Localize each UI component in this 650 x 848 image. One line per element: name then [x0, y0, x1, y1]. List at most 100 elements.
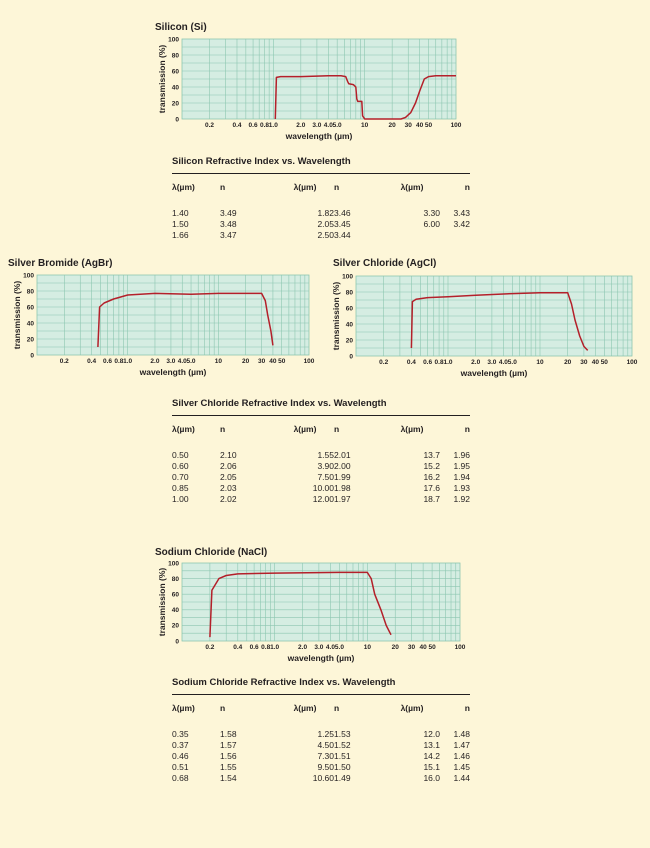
x-tick-label: 4.0 — [178, 358, 187, 365]
y-tick-label: 100 — [168, 560, 179, 567]
table-cell: 1.49 — [334, 773, 351, 783]
table-cell: 3.30 — [423, 208, 440, 218]
table-cell: 12.00 — [312, 494, 334, 504]
x-tick-label: 30 — [405, 122, 413, 129]
table-row: 1.40 3.49 1.82 3.46 3.30 3.43 — [172, 208, 470, 219]
y-tick-label: 20 — [346, 337, 354, 344]
table-cell: 0.37 — [172, 740, 189, 750]
table-cell: 16.2 — [423, 472, 440, 482]
table-cell — [440, 230, 470, 241]
y-tick-label: 0 — [175, 638, 179, 645]
x-tick-label: 2.0 — [471, 359, 480, 366]
chart-title: Silver Bromide (AgBr) — [8, 258, 113, 269]
table-row: 0.37 1.57 4.50 1.52 13.1 1.47 — [172, 740, 470, 751]
y-axis-label: transmission (%) — [157, 45, 167, 114]
x-tick-label: 50 — [601, 359, 609, 366]
table-cell: 10.60 — [312, 773, 334, 783]
refractive-index-table: λ(µm) n λ(µm) n λ(µm) n 0.50 2.10 1.55 2.01 13.7 1.… — [172, 416, 470, 505]
x-tick-label: 0.4 — [407, 359, 416, 366]
x-tick-label: 0.6 — [103, 358, 112, 365]
table-cell: 3.46 — [334, 208, 351, 218]
table-title: Sodium Chloride Refractive Index vs. Wav… — [172, 677, 396, 688]
table-cell: 1.50 — [334, 762, 351, 772]
table-row: 1.00 2.02 12.00 1.97 18.7 1.92 — [172, 494, 470, 505]
table-rule — [172, 694, 470, 695]
x-tick-label: 0.2 — [205, 122, 214, 129]
x-tick-label: 0.6 — [250, 644, 259, 651]
x-tick-label: 0.6 — [423, 359, 432, 366]
x-tick-label: 0.6 — [249, 122, 258, 129]
x-tick-label: 0.8 — [261, 644, 270, 651]
table-cell: 9.50 — [317, 762, 334, 772]
table-title: Silver Chloride Refractive Index vs. Wav… — [172, 398, 387, 409]
x-tick-label: 0.8 — [260, 122, 269, 129]
x-tick-label: 20 — [392, 644, 400, 651]
x-tick-label: 0.2 — [60, 358, 69, 365]
y-tick-label: 100 — [168, 36, 179, 43]
refractive-index-table: λ(µm) n λ(µm) n λ(µm) n 0.35 1.58 1.25 1.53 12.0 1.… — [172, 695, 470, 784]
table-cell: 1.40 — [172, 208, 189, 218]
x-tick-label: 1.0 — [270, 644, 279, 651]
y-tick-label: 0 — [349, 353, 353, 360]
x-tick-label: 1.0 — [269, 122, 278, 129]
x-tick-label: 30 — [408, 644, 416, 651]
y-axis-label: transmission (%) — [12, 281, 22, 350]
header-cell: λ(µm) — [400, 424, 424, 434]
sodium-chloride-ri-table: Sodium Chloride Refractive Index vs. Wav… — [172, 677, 470, 784]
transmission-line — [410, 292, 589, 351]
y-tick-label: 20 — [172, 623, 180, 630]
y-tick-label: 80 — [172, 52, 180, 59]
x-tick-label: 2.0 — [296, 122, 305, 129]
refractive-index-table: λ(µm) n λ(µm) n λ(µm) n 1.40 3.49 1.82 3.46 3.30 3.… — [172, 174, 470, 241]
header-cell: λ(µm) — [172, 182, 195, 192]
table-cell: 2.05 — [220, 472, 237, 482]
x-tick-label: 2.0 — [298, 644, 307, 651]
table-cell: 15.1 — [423, 762, 440, 772]
table-cell: 2.06 — [220, 461, 237, 471]
x-tick-label: 0.4 — [232, 122, 241, 129]
y-tick-label: 60 — [27, 304, 35, 311]
table-cell: 1.56 — [220, 751, 237, 761]
table-cell: 2.50 — [317, 230, 334, 240]
plot-frame — [181, 562, 461, 642]
table-header-row: λ(µm) n λ(µm) n λ(µm) n — [172, 416, 470, 442]
plot-frame — [36, 274, 310, 356]
x-tick-label: 10 — [536, 359, 544, 366]
table-cell: 1.00 — [172, 494, 189, 504]
silver-chloride-ri-table: Silver Chloride Refractive Index vs. Wav… — [172, 398, 470, 505]
table-row: 1.50 3.48 2.05 3.45 6.00 3.42 — [172, 219, 470, 230]
y-tick-label: 0 — [175, 116, 179, 123]
table-cell: 1.57 — [220, 740, 237, 750]
x-tick-label: 0.4 — [87, 358, 96, 365]
x-tick-label: 0.8 — [114, 358, 123, 365]
table-row: 0.85 2.03 10.00 1.98 17.6 1.93 — [172, 483, 470, 494]
y-tick-label: 40 — [172, 607, 180, 614]
table-cell: 3.43 — [453, 208, 470, 218]
table-cell: 17.6 — [423, 483, 440, 493]
chart-title: Silicon (Si) — [155, 22, 207, 33]
table-cell: 1.98 — [334, 483, 351, 493]
table-cell: 3.48 — [220, 219, 237, 229]
table-cell: 13.1 — [423, 740, 440, 750]
x-tick-label: 3.0 — [166, 358, 175, 365]
x-tick-label: 4.0 — [324, 122, 333, 129]
table-cell: 1.97 — [334, 494, 351, 504]
x-tick-label: 1.0 — [123, 358, 132, 365]
table-title: Silicon Refractive Index vs. Wavelength — [172, 156, 351, 167]
table-cell: 18.7 — [423, 494, 440, 504]
header-cell: λ(µm) — [293, 424, 317, 434]
table-cell: 2.02 — [220, 494, 237, 504]
table-cell: 2.05 — [317, 219, 334, 229]
transmission-line — [209, 571, 392, 638]
header-cell: n — [220, 424, 226, 434]
x-tick-label: 5.0 — [508, 359, 517, 366]
x-tick-label: 5.0 — [335, 644, 344, 651]
table-cell: 1.51 — [334, 751, 351, 761]
y-tick-label: 100 — [23, 272, 34, 279]
chart-svg: 0 20 40 60 80 100 0.2 0.4 0.6 0.8 1.0 2.0 3.0 4.0 5.0 1… — [331, 273, 638, 378]
header-cell: λ(µm) — [293, 182, 317, 192]
header-cell: λ(µm) — [172, 703, 195, 713]
table-cell: 1.47 — [453, 740, 470, 750]
table-header-row: λ(µm) n λ(µm) n λ(µm) n — [172, 174, 470, 200]
table-cell: 0.85 — [172, 483, 189, 493]
